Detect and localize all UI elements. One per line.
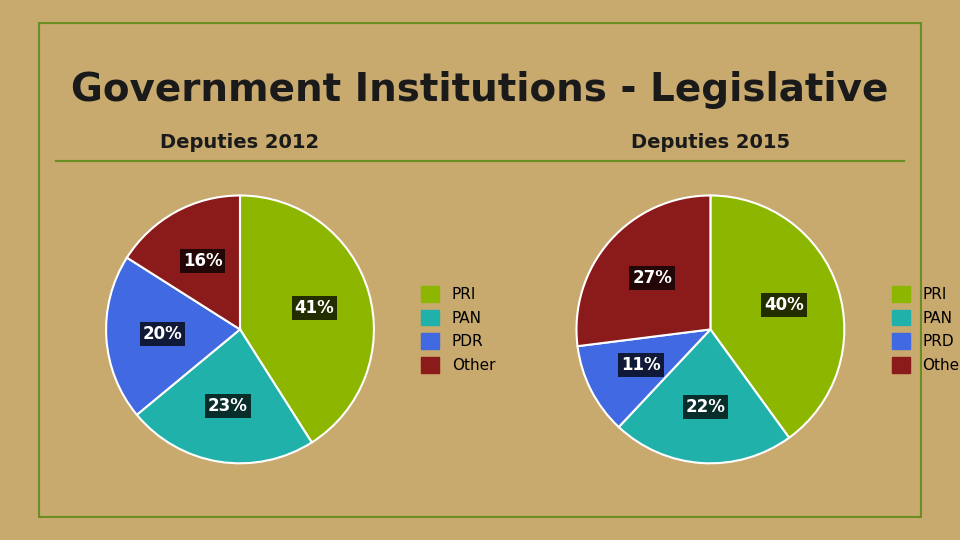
Wedge shape xyxy=(619,329,789,463)
Wedge shape xyxy=(578,329,710,427)
Text: 27%: 27% xyxy=(633,269,672,287)
Legend: PRI, PAN, PRD, Others: PRI, PAN, PRD, Others xyxy=(885,280,960,379)
Text: 11%: 11% xyxy=(621,356,661,374)
Wedge shape xyxy=(577,195,710,346)
Wedge shape xyxy=(137,329,312,463)
Text: 23%: 23% xyxy=(208,397,248,415)
Wedge shape xyxy=(710,195,844,438)
Text: Government Institutions - Legislative: Government Institutions - Legislative xyxy=(71,71,889,109)
Text: 20%: 20% xyxy=(143,325,182,343)
Text: 41%: 41% xyxy=(295,299,334,317)
Text: 40%: 40% xyxy=(764,296,804,314)
Wedge shape xyxy=(240,195,373,442)
Legend: PRI, PAN, PDR, Other: PRI, PAN, PDR, Other xyxy=(415,280,501,379)
Wedge shape xyxy=(107,258,240,415)
Title: Deputies 2015: Deputies 2015 xyxy=(631,133,790,152)
Title: Deputies 2012: Deputies 2012 xyxy=(160,133,320,152)
Text: 22%: 22% xyxy=(685,398,726,416)
Text: 16%: 16% xyxy=(182,252,223,271)
Wedge shape xyxy=(127,195,240,329)
